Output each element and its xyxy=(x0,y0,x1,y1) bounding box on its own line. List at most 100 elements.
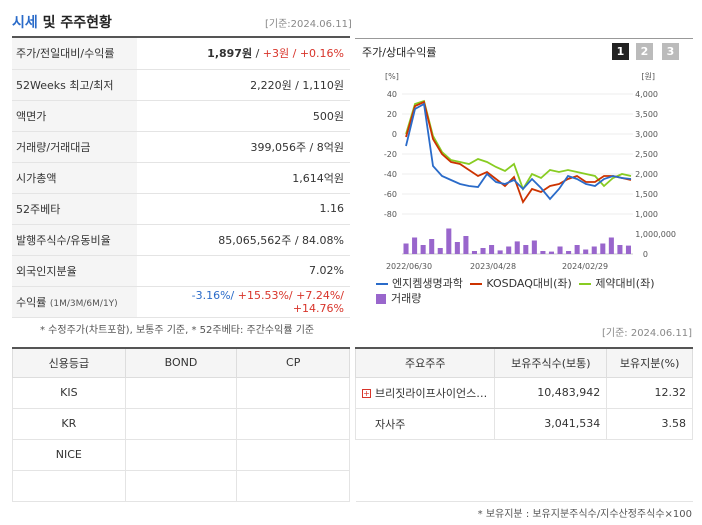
table-row xyxy=(12,469,350,502)
info-row-foreign: 외국인지분율 7.02% xyxy=(12,255,350,287)
volume-bar xyxy=(412,237,418,254)
legend-kosdaq-label: KOSDAQ대비(좌) xyxy=(486,277,572,290)
x-axis-tick: 2022/06/30 xyxy=(386,262,432,271)
price-change: +3원 / +0.16% xyxy=(262,47,344,61)
table-row: KR xyxy=(12,407,350,440)
volume-bar xyxy=(420,245,426,254)
cp-cell xyxy=(236,376,350,409)
legend-volume-label: 거래량 xyxy=(391,292,422,305)
left-axis-tick: -40 xyxy=(384,170,397,179)
volume-bar xyxy=(523,245,529,254)
table-header-row: 주요주주 보유주식수(보통) 보유지분(%) xyxy=(354,347,693,378)
volume-bar xyxy=(446,228,452,254)
legend-volume-swatch xyxy=(376,294,386,304)
bond-cell xyxy=(124,469,238,502)
right-axis-tick: 1,500 xyxy=(635,190,658,199)
holder-pct: 3.58 xyxy=(606,407,693,440)
table-row xyxy=(356,439,693,470)
legend-pharma-label: 제약대비(좌) xyxy=(595,277,655,290)
return-6m: +7.24%/ xyxy=(292,288,344,302)
holders-footnote: * 보유지분 : 보유지분주식수/지수산정주식수×100 xyxy=(477,509,692,520)
price-chart: [%] [원] 40 4,000 20 3,500 0 3,000 -20 2,500 -40 2… xyxy=(384,72,676,271)
bond-cell xyxy=(124,438,238,471)
info-label: 52Weeks 최고/최저 xyxy=(12,69,137,101)
header-divider xyxy=(12,36,350,38)
series-line-2 xyxy=(405,99,632,192)
info-row-price: 주가/전일대비/수익률 1,897원 / +3원 / +0.16% xyxy=(12,38,350,70)
column-header: 보유지분(%) xyxy=(606,347,693,378)
chart-tab-3[interactable]: 3 xyxy=(662,43,679,60)
table-row: NICE xyxy=(12,438,350,471)
holder-pct: 12.32 xyxy=(606,376,693,409)
legend-volume: 거래량 xyxy=(376,291,421,306)
section-title: 시세 및 주주현황 xyxy=(12,12,112,32)
agency-cell xyxy=(12,469,126,502)
current-price: 1,897원 xyxy=(207,47,253,61)
right-axis-tick: 3,000 xyxy=(635,130,658,139)
volume-bar xyxy=(591,246,597,254)
agency-cell: NICE xyxy=(12,438,126,471)
volume-bar xyxy=(531,240,537,254)
series-line-0 xyxy=(405,102,632,201)
column-header: CP xyxy=(236,347,350,378)
legend-pharma-swatch xyxy=(579,283,592,285)
left-axis-unit: [%] xyxy=(385,72,399,81)
chart-tab-1[interactable]: 1 xyxy=(612,43,629,60)
info-row-returns: 수익률 (1M/3M/6M/1Y) -3.16%/ +15.53%/ +7.24… xyxy=(12,286,350,318)
legend-kosdaq-swatch xyxy=(470,283,483,285)
volume-bar xyxy=(429,239,435,254)
info-value: 1,897원 / +3원 / +0.16% xyxy=(137,38,350,70)
info-value: -3.16%/ +15.53%/ +7.24%/ +14.76% xyxy=(137,286,350,318)
info-value: 2,220원 / 1,110원 xyxy=(137,69,350,101)
expand-icon[interactable]: + xyxy=(362,389,371,398)
value-separator: / xyxy=(252,47,263,61)
volume-bar xyxy=(437,248,443,254)
legend-stock-label: 엔지켐생명과학 xyxy=(392,277,463,290)
cp-cell xyxy=(236,438,350,471)
info-footnote: * 수정주가(차트포함), 보통주 기준, * 52주베타: 주간수익률 기준 xyxy=(40,325,315,336)
info-value: 500원 xyxy=(137,100,350,132)
table-row: KIS xyxy=(12,376,350,409)
volume-bar xyxy=(608,237,614,254)
return-1y: +14.76% xyxy=(292,301,344,315)
holder-name: 자사주 xyxy=(375,417,406,431)
column-header: BOND xyxy=(124,347,238,378)
holder-shares: 10,483,942 xyxy=(494,376,608,409)
chart-tab-2[interactable]: 2 xyxy=(636,43,653,60)
info-row-52weeks: 52Weeks 최고/최저 2,220원 / 1,110원 xyxy=(12,69,350,101)
return-1m: -3.16%/ xyxy=(191,288,235,302)
info-label: 외국인지분율 xyxy=(12,255,137,287)
series-line-1 xyxy=(405,100,632,204)
volume-bar xyxy=(600,243,606,254)
left-axis-tick: -20 xyxy=(384,150,397,159)
legend-stock-swatch xyxy=(376,283,388,285)
info-label: 발행주식수/유동비율 xyxy=(12,224,137,256)
right-axis-tick: 3,500 xyxy=(635,110,658,119)
returns-label: 수익률 xyxy=(16,295,47,309)
volume-bar xyxy=(574,245,580,254)
section-title-rest: 및 주주현황 xyxy=(42,15,112,31)
volume-bar xyxy=(514,241,520,254)
chart-title: 주가/상대수익률 xyxy=(362,46,437,59)
agency-cell: KIS xyxy=(12,376,126,409)
shareholders-table: 주요주주 보유주식수(보통) 보유지분(%) + 브리짓라이프사이언스… 10,4… xyxy=(354,347,693,502)
volume-bar xyxy=(557,246,563,254)
legend-kosdaq: KOSDAQ대비(좌) xyxy=(470,276,572,291)
volume-bar xyxy=(625,245,631,254)
chart-legend: 엔지켐생명과학 KOSDAQ대비(좌) 제약대비(좌) 거래량 xyxy=(376,276,696,306)
info-value: 7.02% xyxy=(137,255,350,287)
info-label: 주가/전일대비/수익률 xyxy=(12,38,137,70)
returns-period: (1M/3M/6M/1Y) xyxy=(49,298,118,309)
volume-bar xyxy=(403,243,409,254)
right-axis-tick: 1,000 xyxy=(635,210,658,219)
volume-bar xyxy=(497,250,503,254)
legend-pharma: 제약대비(좌) xyxy=(579,276,655,291)
credit-rating-table: 신용등급 BOND CP KIS KR NICE xyxy=(12,347,350,502)
volume-bar xyxy=(489,245,495,254)
column-header: 신용등급 xyxy=(12,347,126,378)
info-value: 1,614억원 xyxy=(137,162,350,194)
table-row: + 브리짓라이프사이언스… 10,483,942 12.32 xyxy=(354,376,693,409)
legend-stock: 엔지켐생명과학 xyxy=(376,276,463,291)
holder-name[interactable]: 브리짓라이프사이언스… xyxy=(375,386,488,400)
section-title-accent: 시세 xyxy=(12,15,38,31)
